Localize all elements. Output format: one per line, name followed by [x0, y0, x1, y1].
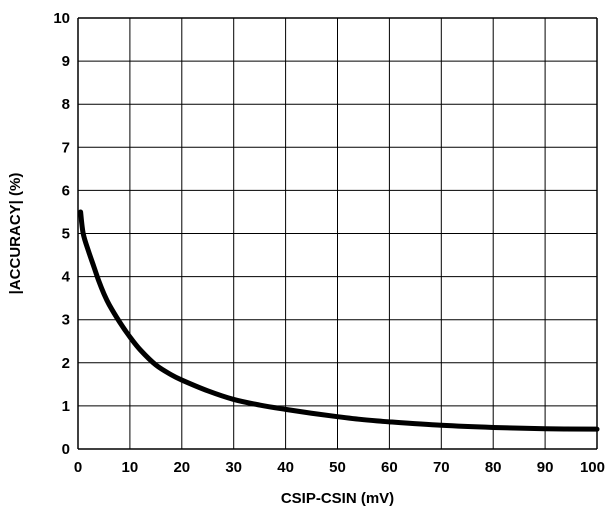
y-tick-label: 9 [62, 53, 70, 70]
accuracy-curve [78, 209, 600, 432]
x-tick-label: 20 [173, 459, 190, 476]
y-tick-label: 10 [53, 10, 70, 27]
x-tick-labels: 0 10 20 30 40 50 60 70 80 90 100 [74, 459, 605, 476]
y-tick-label: 5 [62, 226, 70, 243]
x-tick-label: 0 [74, 459, 82, 476]
x-axis-label: CSIP-CSIN (mV) [281, 490, 394, 507]
x-tick-label: 100 [580, 459, 605, 476]
y-tick-label: 8 [62, 96, 70, 113]
y-tick-label: 4 [62, 269, 71, 286]
y-tick-label: 6 [62, 182, 70, 199]
y-axis-label: |ACCURACY| (%) [7, 173, 24, 295]
x-tick-label: 80 [485, 459, 502, 476]
x-tick-label: 60 [381, 459, 398, 476]
y-tick-label: 0 [62, 441, 70, 458]
grid [77, 17, 598, 450]
y-tick-label: 1 [62, 398, 70, 415]
x-tick-label: 40 [277, 459, 294, 476]
x-tick-label: 50 [329, 459, 346, 476]
x-tick-label: 10 [122, 459, 139, 476]
y-tick-label: 7 [62, 139, 70, 156]
x-tick-label: 70 [433, 459, 450, 476]
y-tick-label: 3 [62, 312, 70, 329]
x-tick-label: 90 [537, 459, 554, 476]
x-tick-label: 30 [225, 459, 242, 476]
y-tick-label: 2 [62, 355, 70, 372]
y-tick-labels: 0 1 2 3 4 5 6 7 8 9 10 [53, 10, 70, 458]
